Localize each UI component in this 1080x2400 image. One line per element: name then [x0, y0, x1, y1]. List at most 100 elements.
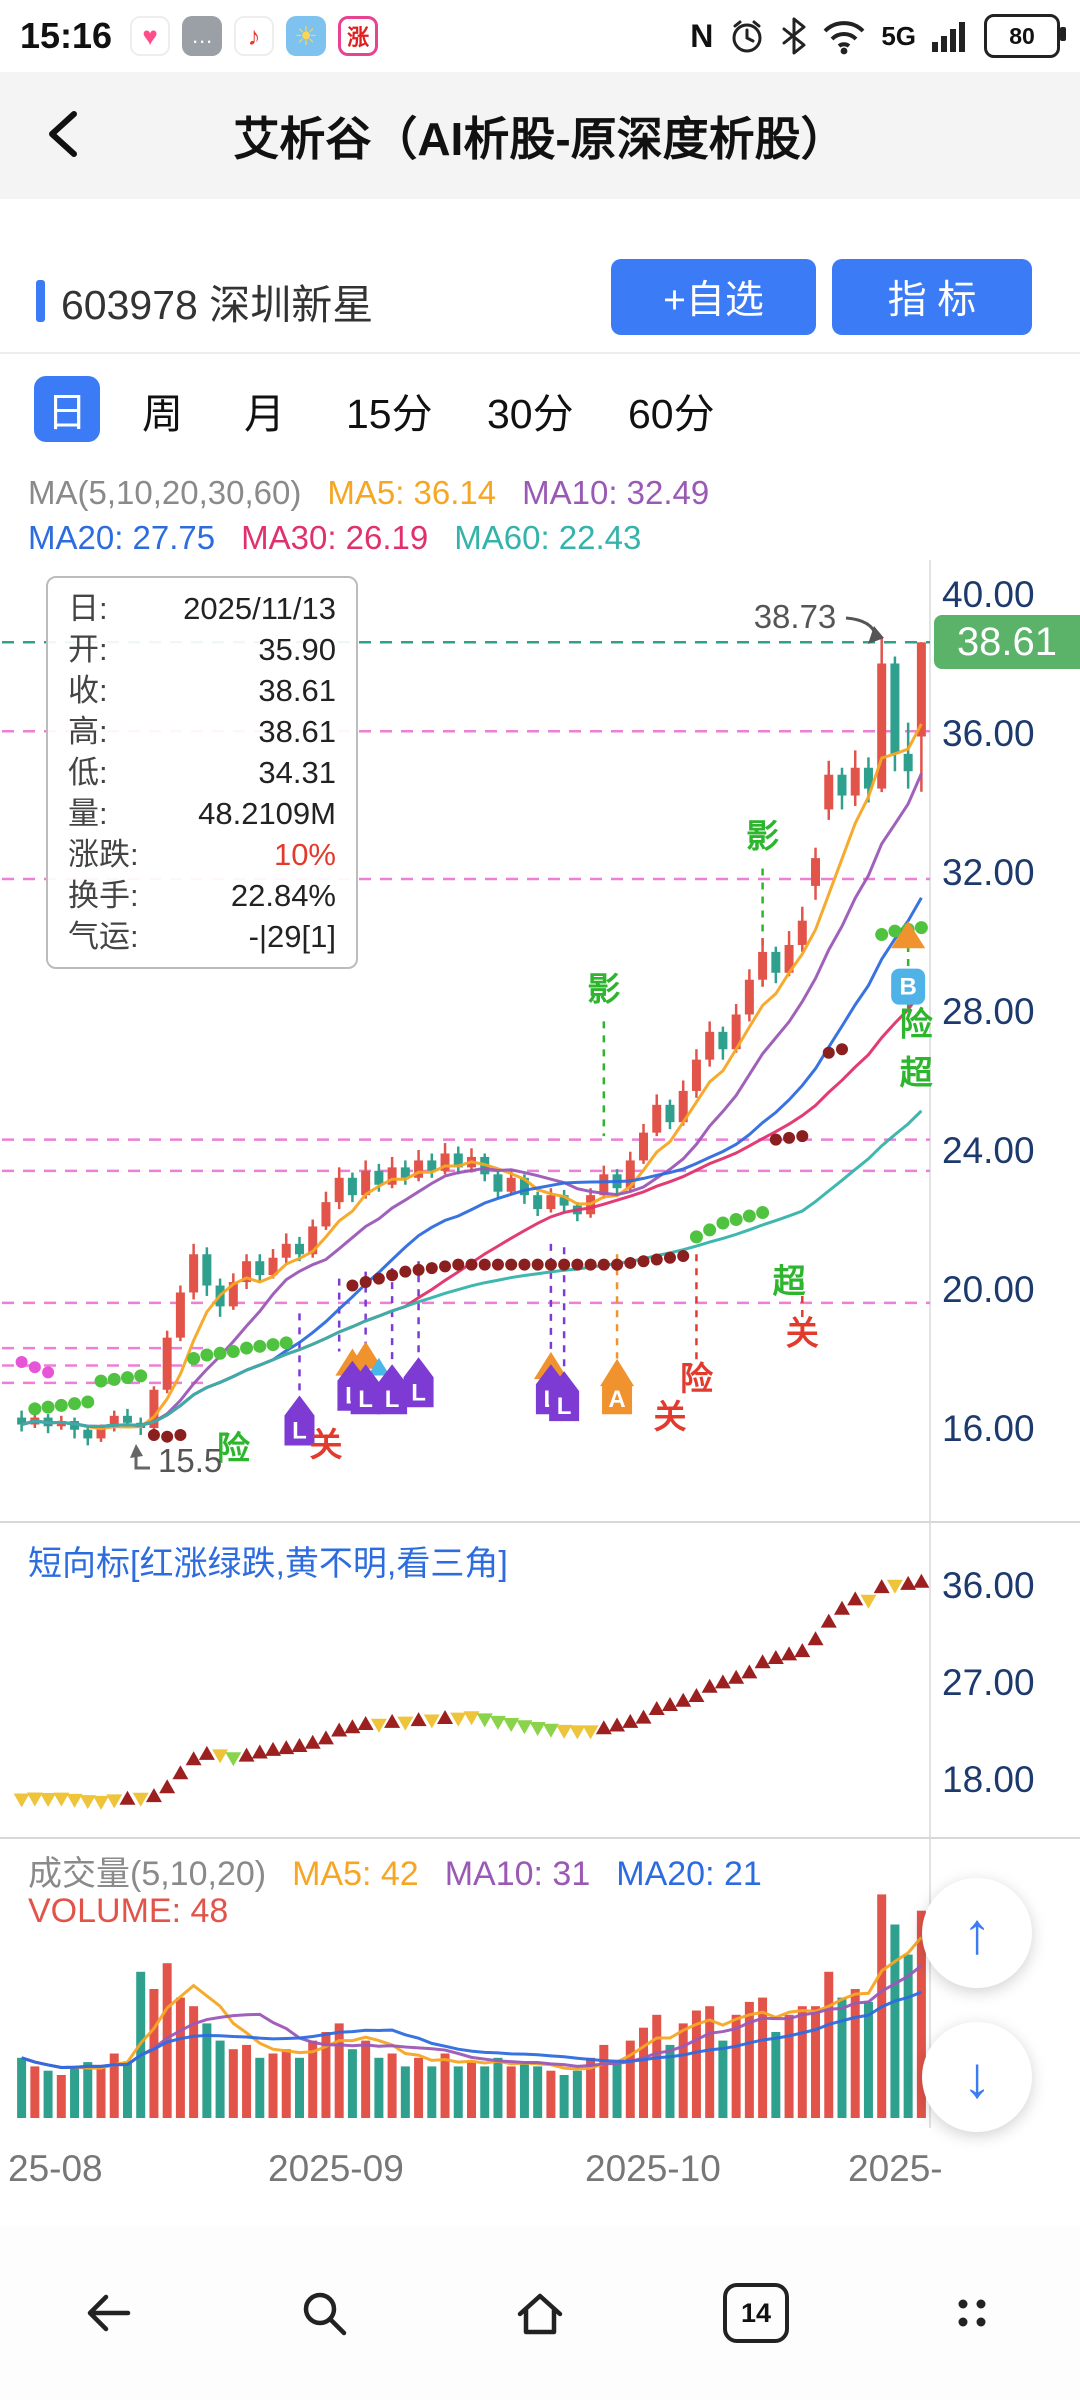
svg-text:A: A [608, 1386, 625, 1413]
svg-text:28.00: 28.00 [942, 991, 1035, 1032]
tooltip-row: 收: 38.61 [68, 673, 336, 708]
x-tick-aug: 25-08 [8, 2148, 103, 2189]
heart-app-icon: ♥ [130, 16, 171, 56]
add-watchlist-button[interactable]: +自选 [611, 259, 816, 335]
indicator-button[interactable]: 指 标 [832, 259, 1032, 335]
nav-home-button[interactable] [495, 2268, 585, 2358]
svg-text:影: 影 [587, 971, 620, 1008]
svg-text:24.00: 24.00 [942, 1130, 1035, 1171]
svg-text:36.00: 36.00 [942, 1565, 1035, 1606]
vol-ma20: MA20: 21 [616, 1855, 762, 1893]
tooltip-row: 开: 35.90 [68, 632, 336, 667]
back-chevron-icon[interactable] [36, 104, 96, 164]
music-app-icon: ♪ [234, 16, 275, 56]
stock-code-name: 603978 深圳新星 [36, 271, 373, 331]
svg-text:超: 超 [900, 1054, 934, 1091]
bluetooth-icon [782, 17, 806, 55]
wifi-icon [823, 21, 865, 55]
system-nav-bar: 14 [0, 2226, 1080, 2400]
stock-info-row: 603978 深圳新星 +自选 指 标 [0, 199, 1080, 352]
ma-legend-row1: MA(5,10,20,30,60) MA5: 36.14 MA10: 32.49 [28, 474, 735, 512]
accent-bar [36, 280, 45, 322]
ma-title: MA(5,10,20,30,60) [28, 474, 302, 511]
tooltip-row: 日: 2025/11/13 [68, 591, 336, 626]
alarm-icon [732, 20, 762, 53]
svg-text:L: L [292, 1417, 307, 1444]
svg-text:38.73: 38.73 [754, 598, 837, 635]
menu-dots-icon [958, 2299, 986, 2327]
status-bar: 15:16 ♥ … ♪ ☀ 涨 N 5G [0, 0, 1080, 72]
tooltip-row: 换手: 22.84% [68, 878, 336, 913]
volume-value: VOLUME: 48 [28, 1892, 229, 1930]
volume-legend-row2: VOLUME: 48 [28, 1892, 228, 1931]
svg-text:40.00: 40.00 [942, 574, 1035, 615]
svg-text:影: 影 [746, 818, 779, 855]
svg-text:险: 险 [680, 1360, 714, 1397]
tab-30min[interactable]: 30分 [487, 391, 574, 437]
svg-text:20.00: 20.00 [942, 1269, 1035, 1310]
svg-text:关: 关 [309, 1426, 342, 1463]
network-type-label: 5G [881, 20, 916, 51]
svg-text:32.00: 32.00 [942, 852, 1035, 893]
nfc-icon: N [690, 17, 714, 54]
tooltip-row: 高: 38.61 [68, 714, 336, 749]
tooltip-row: 涨跌: 10% [68, 837, 336, 872]
x-tick-oct: 2025-10 [585, 2148, 721, 2189]
tooltip-row: 气运: -|29[1] [68, 919, 336, 954]
svg-text:18.00: 18.00 [942, 1759, 1035, 1800]
weather-app-icon: ☀ [286, 16, 327, 56]
ma20-value: MA20: 27.75 [28, 519, 216, 556]
up-arrow-icon: ↑ [962, 1900, 992, 1966]
clock: 15:16 [20, 15, 113, 56]
nav-search-button[interactable] [279, 2268, 369, 2358]
scroll-up-button[interactable]: ↑ [922, 1878, 1032, 1988]
page-title: 艾析谷（AI析股-原深度析股） [233, 112, 847, 165]
svg-text:关: 关 [786, 1315, 819, 1352]
tooltip-row: 量: 48.2109M [68, 796, 336, 831]
app-header: 艾析谷（AI析股-原深度析股） [0, 72, 1080, 201]
x-tick-sep: 2025-09 [268, 2148, 404, 2189]
vol-ma5: MA5: 42 [292, 1855, 419, 1893]
current-price-tag: 38.61 [934, 615, 1080, 669]
svg-text:16.00: 16.00 [942, 1408, 1035, 1449]
home-icon [517, 2293, 563, 2335]
vol-ma10: MA10: 31 [444, 1855, 591, 1893]
volume-legend-row1: 成交量(5,10,20) MA5: 42 MA10: 31 MA20: 21 [28, 1846, 788, 1895]
svg-text:36.00: 36.00 [942, 713, 1035, 754]
x-tick-nov: 2025- [848, 2148, 943, 2189]
svg-text:L: L [358, 1386, 373, 1413]
svg-text:L: L [411, 1379, 426, 1406]
svg-text:B: B [899, 974, 916, 1001]
zhang-app-icon: 涨 [338, 16, 379, 56]
ma10-value: MA10: 32.49 [522, 474, 710, 511]
tab-monthly[interactable]: 月 [244, 391, 285, 437]
x-axis: 25-08 2025-09 2025-10 2025- [0, 2148, 1080, 2194]
ma60-value: MA60: 22.43 [454, 519, 642, 556]
tab-daily[interactable]: 日 [34, 376, 100, 442]
svg-text:L: L [385, 1386, 400, 1413]
chat-app-icon: … [182, 16, 223, 56]
ma5-value: MA5: 36.14 [327, 474, 497, 511]
ohlc-tooltip: 日: 2025/11/13 开: 35.90 收: 38.61 高: 38.61 低: 3… [46, 576, 358, 969]
signal-bars-icon [932, 22, 965, 52]
tooltip-row: 低: 34.31 [68, 755, 336, 790]
ma-legend-row2: MA20: 27.75 MA30: 26.19 MA60: 22.43 [28, 519, 667, 557]
recents-count-badge: 14 [723, 2283, 789, 2343]
svg-text:15.5: 15.5 [158, 1442, 222, 1479]
ma30-value: MA30: 26.19 [241, 519, 429, 556]
tab-weekly[interactable]: 周 [142, 391, 183, 437]
scroll-down-button[interactable]: ↓ [922, 2022, 1032, 2132]
svg-text:险: 险 [900, 1005, 934, 1042]
svg-text:超: 超 [773, 1262, 807, 1299]
period-tabs: 日 周 月 15分 30分 60分 [0, 352, 1080, 464]
nav-menu-button[interactable] [927, 2268, 1017, 2358]
tab-60min[interactable]: 60分 [628, 391, 715, 437]
search-icon [303, 2292, 347, 2336]
nav-recents-button[interactable]: 14 [711, 2268, 801, 2358]
panel2-title: 短向标[红涨绿跌,黄不明,看三角] [28, 1545, 508, 1583]
nav-back-button[interactable] [63, 2268, 153, 2358]
tab-15min[interactable]: 15分 [346, 391, 433, 437]
down-arrow-icon: ↓ [962, 2044, 992, 2110]
